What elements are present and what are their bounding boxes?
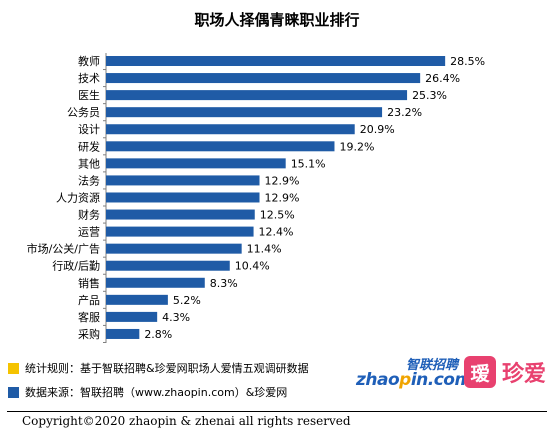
note-data-source: 数据来源：智联招聘（www.zhaopin.com）&珍爱网 — [8, 384, 287, 400]
bar — [106, 209, 255, 220]
data-label: 20.9% — [360, 123, 395, 136]
zhenai-logo-text: 珍爱 — [502, 362, 547, 387]
data-label: 8.3% — [210, 277, 238, 290]
chart-title: 职场人择偶青睐职业排行 — [194, 11, 360, 29]
bar — [106, 311, 158, 322]
data-label: 11.4% — [247, 243, 282, 256]
yellow-square-icon — [8, 362, 19, 374]
bar — [106, 192, 260, 203]
category-label: 技术 — [78, 72, 100, 85]
blue-square-icon — [8, 386, 19, 398]
category-label: 运营 — [78, 225, 100, 239]
zhaopin-logo: 智联招聘 zhaopin.com — [356, 354, 472, 394]
bar — [106, 73, 421, 84]
data-label: 12.9% — [265, 191, 300, 204]
category-label: 客服 — [78, 310, 100, 324]
data-label: 26.4% — [425, 72, 460, 85]
category-label: 人力资源 — [56, 190, 100, 204]
bar — [106, 294, 168, 305]
data-label: 25.3% — [412, 89, 447, 102]
data-label: 5.2% — [173, 294, 201, 307]
category-label: 采购 — [78, 327, 100, 341]
bar — [106, 226, 254, 237]
bar — [106, 277, 205, 288]
copyright-text: Copyright©2020 zhaopin & zhenai all righ… — [22, 414, 351, 428]
bar — [106, 260, 230, 271]
data-label: 12.9% — [265, 174, 300, 187]
zhaopin-logo-cn: 智联招聘 — [405, 358, 458, 373]
data-label: 12.5% — [260, 209, 295, 222]
bar — [106, 158, 286, 169]
note-statistics-rule: 统计规则：基于智联招聘&珍爱网职场人爱情五观调研数据 — [8, 360, 309, 376]
data-label: 10.4% — [235, 260, 270, 273]
bar — [106, 141, 335, 152]
category-label: 销售 — [78, 276, 100, 290]
note-statistics-rule-text: 统计规则：基于智联招聘&珍爱网职场人爱情五观调研数据 — [25, 362, 309, 375]
bar-chart: 教师 28.5% 技术 26.4% 医生 25.3% 公务员 23.2% 设计 20.9% 研发 19… — [27, 53, 485, 344]
bar — [106, 328, 140, 339]
data-label: 2.8% — [144, 328, 172, 341]
data-label: 28.5% — [450, 55, 485, 68]
category-label: 医生 — [78, 88, 100, 102]
bar — [106, 243, 242, 254]
category-label: 行政/后勤 — [52, 259, 100, 273]
category-label: 研发 — [78, 139, 100, 153]
bar — [106, 107, 383, 118]
bar — [106, 56, 446, 66]
data-label: 19.2% — [339, 140, 374, 153]
bar — [106, 175, 260, 186]
logo-area: 智联招聘 zhaopin.com 瑷 珍爱 — [356, 352, 548, 396]
category-label: 教师 — [78, 55, 100, 68]
category-label: 市场/公关/广告 — [27, 242, 100, 256]
bar — [106, 124, 355, 135]
note-data-source-text: 数据来源：智联招聘（www.zhaopin.com）&珍爱网 — [25, 386, 288, 399]
data-label: 23.2% — [387, 106, 422, 119]
bar — [106, 90, 408, 101]
data-label: 12.4% — [259, 226, 294, 239]
category-label: 产品 — [78, 293, 100, 307]
category-label: 法务 — [78, 173, 100, 187]
category-label: 财务 — [78, 208, 100, 222]
copyright-divider — [7, 411, 547, 412]
zhaopin-logo-en: zhaopin.com — [356, 370, 472, 390]
zhenai-logo-icon: 瑷 — [464, 356, 496, 388]
data-label: 4.3% — [162, 311, 190, 324]
category-label: 其他 — [78, 157, 100, 170]
category-label: 设计 — [78, 123, 100, 136]
category-label: 公务员 — [67, 106, 100, 119]
data-label: 15.1% — [291, 157, 326, 170]
